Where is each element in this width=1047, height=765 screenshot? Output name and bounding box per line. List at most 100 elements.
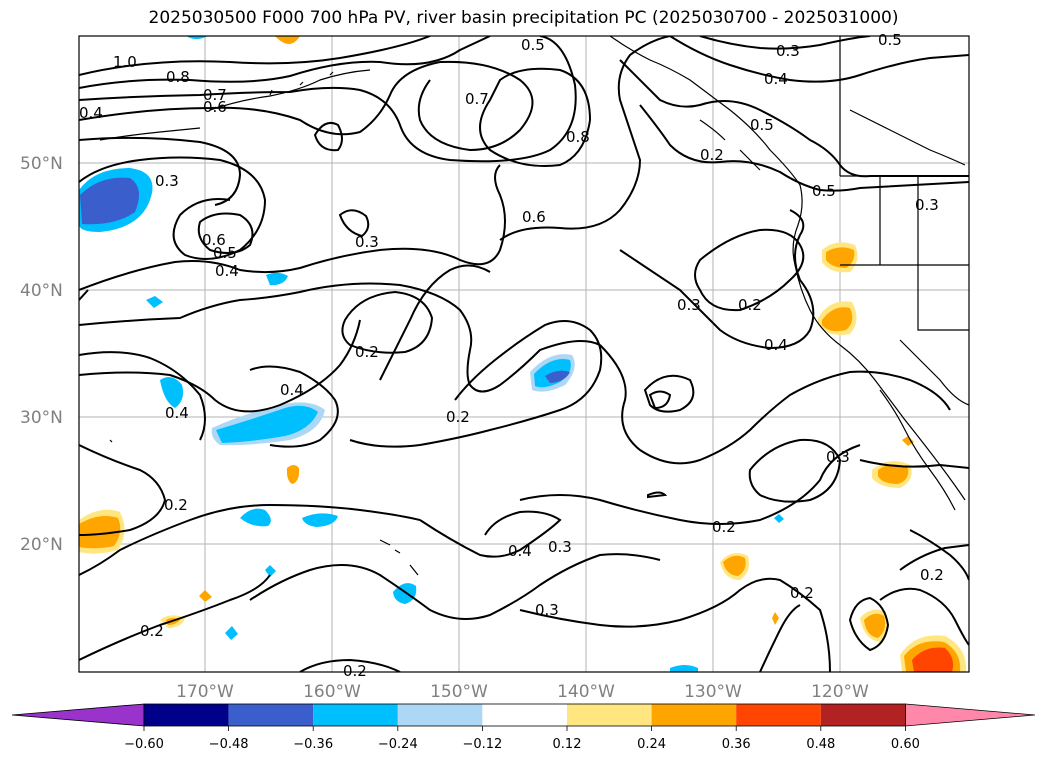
precip-neg-blob: [266, 272, 288, 286]
contour-label: 0.2: [446, 408, 470, 426]
colorbar-segment: [313, 704, 398, 726]
colorbar-tick-label: −0.12: [462, 737, 502, 752]
contour-label: 0.2: [164, 496, 188, 514]
lon-label: 140°W: [557, 682, 615, 702]
contour-label: 0.4: [165, 404, 189, 422]
contour-label: 0.2: [712, 518, 736, 536]
precip-pos-blob: [199, 590, 212, 602]
contour-label: 0.8: [166, 68, 190, 86]
contour-label: 0.2: [920, 566, 944, 584]
map-title: 2025030500 F000 700 hPa PV, river basin …: [148, 8, 899, 28]
contour-label: 0.6: [202, 231, 226, 249]
lat-label: 30°N: [20, 408, 63, 428]
lat-label: 50°N: [20, 154, 63, 174]
precip-pos-blob: [723, 555, 746, 576]
precip-neg-blob: [186, 36, 208, 39]
colorbar-extend-left: [11, 703, 145, 727]
pv-contours: [79, 36, 969, 672]
contour-label: 0.3: [776, 42, 800, 60]
contour-label: 0.2: [700, 146, 724, 164]
colorbar-ticks: [143, 726, 906, 731]
contour-label: 0.3: [355, 233, 379, 251]
contour-label: 0.6: [203, 98, 227, 116]
colorbar-segment: [567, 704, 652, 726]
contour-label: 0.4: [764, 70, 788, 88]
lon-label: 120°W: [811, 682, 869, 702]
lon-label: 160°W: [303, 682, 361, 702]
gridlines: [79, 36, 969, 672]
contour-label: 0.3: [915, 196, 939, 214]
contour-label: 0.4: [764, 336, 788, 354]
precip-shading: [79, 36, 967, 672]
lat-label: 40°N: [20, 281, 63, 301]
colorbar-tick-label: −0.36: [293, 737, 333, 752]
contour-label: 0.6: [522, 208, 546, 226]
contour-label: 1.0: [113, 53, 137, 71]
contour-label: 0.2: [738, 296, 762, 314]
colorbar-segment: [820, 704, 906, 726]
contour-label: 0.5: [750, 116, 774, 134]
colorbar-segment: [736, 704, 821, 726]
colorbar-tick-label: 0.36: [722, 737, 751, 752]
colorbar-tick-label: −0.24: [378, 737, 418, 752]
contour-label: 0.3: [155, 172, 179, 190]
precip-neg-blob: [216, 405, 318, 443]
contour-label: 0.5: [213, 244, 237, 262]
contour-label: 0.3: [677, 296, 701, 314]
precip-pos-blob: [772, 612, 779, 625]
colorbar-extend-right: [905, 703, 1036, 727]
colorbar-segment: [397, 704, 483, 726]
colorbar-tick-label: 0.48: [806, 737, 835, 752]
lat-axis: 50°N 40°N 30°N 20°N: [20, 154, 63, 555]
colorbar-tick-label: −0.60: [124, 737, 164, 752]
precip-pos-blob: [912, 647, 954, 672]
lon-label: 150°W: [430, 682, 488, 702]
precip-neg-blob: [774, 514, 784, 523]
colorbar-tick-label: 0.60: [891, 737, 920, 752]
precip-pos-blob: [275, 36, 300, 44]
precip-neg-blob: [225, 626, 238, 640]
contour-label: 0.5: [878, 31, 902, 49]
contour-label: 0.7: [465, 90, 489, 108]
colorbar-segment: [144, 704, 229, 726]
contour-label: 0.4: [280, 381, 304, 399]
contour-label: 0.2: [140, 622, 164, 640]
lon-axis: 170°W 160°W 150°W 140°W 130°W 120°W: [176, 682, 869, 702]
lat-label: 20°N: [20, 535, 63, 555]
precip-pos-blob: [79, 516, 121, 549]
precip-pos-blob: [902, 436, 914, 446]
contour-label: 0.8: [566, 128, 590, 146]
contour-label: 0.3: [535, 601, 559, 619]
coastlines: [99, 36, 969, 576]
contour-label: 0.2: [343, 662, 367, 680]
colorbar-tick-label: −0.48: [209, 737, 249, 752]
contour-label: 0.7: [203, 86, 227, 104]
precip-neg-blob: [265, 565, 276, 577]
precip-pos-blob: [286, 465, 300, 484]
map-frame: [78, 35, 970, 673]
precip-neg-blob: [545, 370, 570, 383]
contour-labels: 1.0 0.8 0.7 0.6 0.4 0.5 0.3 0.4 0.5 0.7 …: [79, 31, 944, 680]
colorbar-frame: [143, 703, 906, 727]
lon-label: 170°W: [176, 682, 234, 702]
colorbar-tick-label: 0.24: [637, 737, 666, 752]
contour-label: 0.3: [826, 448, 850, 466]
precip-neg-blob: [146, 296, 163, 308]
colorbar-segment: [651, 704, 737, 726]
contour-label: 0.5: [521, 36, 545, 54]
precip-neg-blob: [80, 177, 139, 225]
lon-label: 130°W: [684, 682, 742, 702]
contour-label: 0.2: [790, 584, 814, 602]
map-panel: [79, 36, 969, 672]
precip-pos-blob: [826, 247, 855, 268]
precip-pos-blob: [878, 464, 909, 484]
precip-neg-blob: [302, 513, 338, 527]
contour-label: 0.4: [508, 542, 532, 560]
colorbar-segment: [482, 704, 567, 726]
precip-neg-blob: [670, 665, 698, 672]
precip-neg-blob: [240, 508, 271, 527]
contour-label: 0.4: [215, 262, 239, 280]
precip-pos-blob: [864, 613, 886, 638]
precip-neg-blob: [160, 376, 184, 408]
